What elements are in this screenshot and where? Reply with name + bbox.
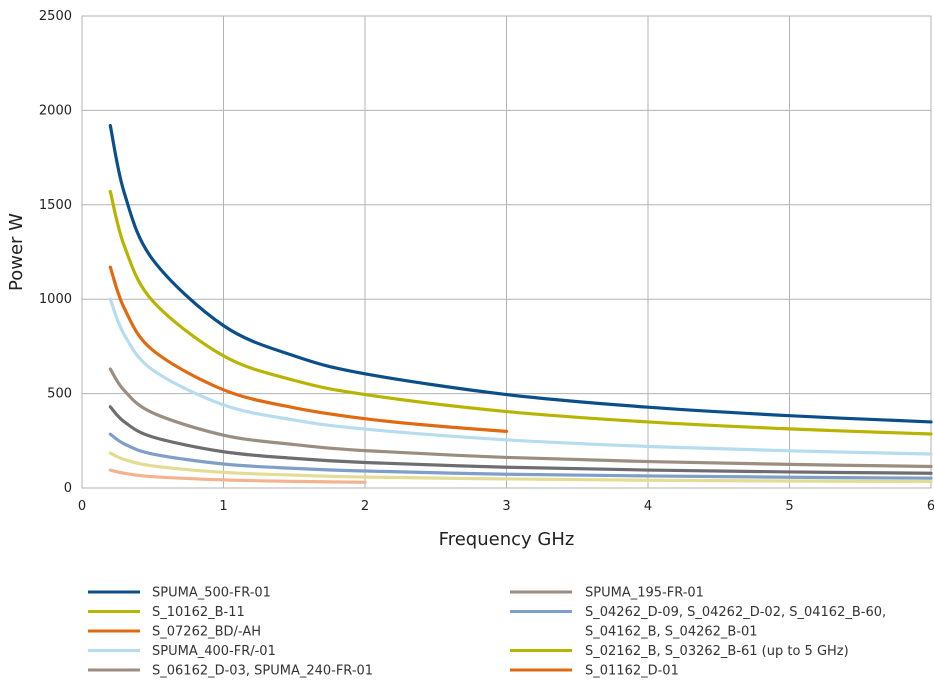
- x-tick-label: 0: [78, 499, 86, 514]
- series-line: [108, 468, 367, 484]
- plot-frame: [81, 15, 932, 489]
- x-axis-label: Frequency GHz: [439, 529, 575, 550]
- legend-label: S_06162_D-03, SPUMA_240-FR-01: [152, 664, 373, 679]
- series-line: [108, 405, 933, 475]
- legend-label: S_01162_D-01: [585, 664, 679, 679]
- legend-label: SPUMA_195-FR-01: [585, 586, 704, 601]
- series-line: [108, 189, 933, 436]
- series-line: [108, 265, 509, 433]
- x-tick-label: 6: [927, 499, 934, 514]
- x-tick-label: 1: [219, 499, 227, 514]
- series-line: [108, 432, 933, 480]
- legend-label: S_07262_BD/-AH: [152, 625, 261, 640]
- series-line: [108, 367, 933, 469]
- x-tick-labels: 0 1 2 3 4 5 6: [78, 499, 934, 514]
- legend-label: S_02162_B, S_03262_B-61 (up to 5 GHz): [585, 644, 849, 659]
- y-tick-label: 1500: [39, 198, 72, 213]
- legend-label: SPUMA_500-FR-01: [152, 586, 271, 601]
- y-tick-label: 0: [64, 481, 72, 496]
- series-line: [108, 297, 933, 456]
- y-tick-label: 2000: [39, 103, 72, 118]
- series-line: [108, 451, 933, 484]
- y-tick-label: 2500: [39, 9, 72, 24]
- legend-label: S_04262_D-09, S_04262_D-02, S_04162_B-60…: [585, 605, 886, 620]
- y-tick-label: 500: [47, 387, 72, 402]
- x-tick-label: 3: [502, 499, 510, 514]
- series-lines: [108, 123, 933, 484]
- series-line: [108, 123, 933, 424]
- x-tick-label: 5: [785, 499, 793, 514]
- y-axis-label: Power W: [6, 213, 27, 291]
- y-tick-labels: 0 500 1000 1500 2000 2500: [39, 9, 72, 496]
- x-tick-label: 2: [361, 499, 369, 514]
- x-tick-label: 4: [644, 499, 652, 514]
- y-tick-label: 1000: [39, 292, 72, 307]
- legend-label-continued: S_04162_B, S_04262_B-01: [585, 625, 758, 640]
- legend: SPUMA_500-FR-01 S_10162_B-11 S_07262_BD/-A…: [88, 586, 886, 679]
- legend-label: S_10162_B-11: [152, 605, 245, 620]
- legend-label: SPUMA_400-FR/-01: [152, 644, 276, 659]
